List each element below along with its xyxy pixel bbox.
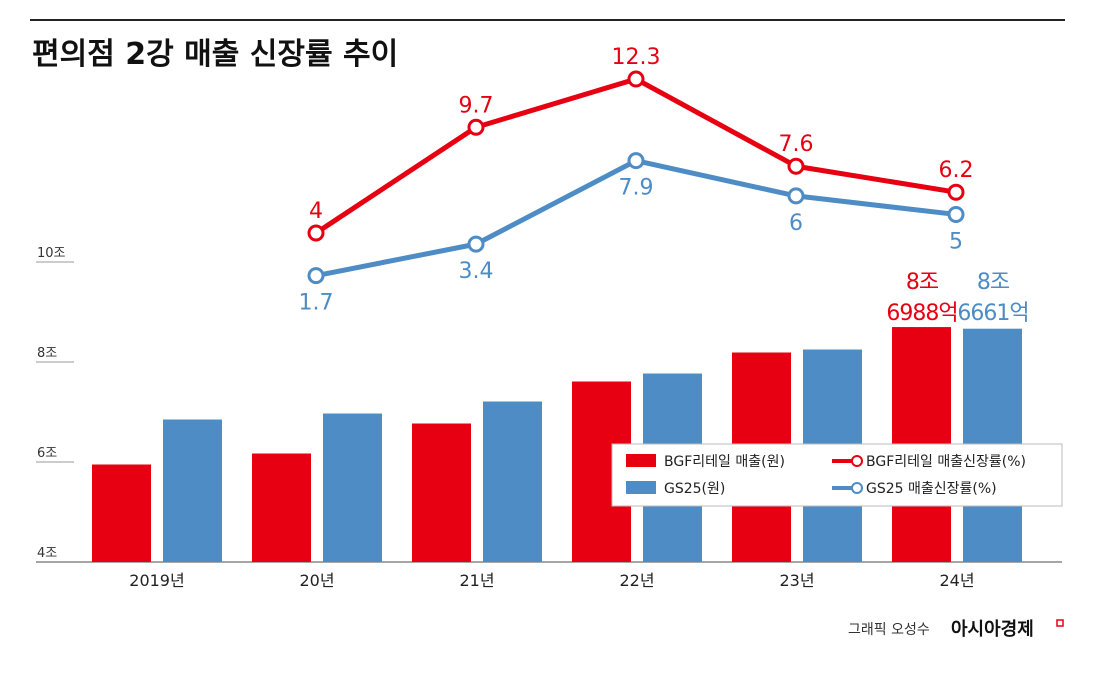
line-value-label: 4: [309, 199, 323, 224]
bar-value-label: 8조: [977, 270, 1010, 295]
chart-title: 편의점 2강 매출 신장률 추이: [32, 37, 398, 72]
bar-value-label: 8조: [906, 270, 939, 295]
line-value-label: 6: [789, 211, 803, 236]
line-value-label: 12.3: [612, 45, 661, 70]
line-point: [947, 205, 965, 223]
line-value-label: 5: [949, 229, 963, 254]
x-tick-label: 24년: [939, 571, 974, 590]
legend-marker-bgf: [851, 455, 863, 467]
x-tick-label: 2019년: [129, 571, 184, 590]
line-point: [307, 224, 325, 242]
bar-bgf: [252, 453, 311, 562]
credit: 그래픽 오성수: [848, 622, 930, 638]
x-tick-label: 20년: [299, 571, 334, 590]
y-tick-label: 8조: [37, 346, 57, 361]
legend-label-gs25-bar: GS25(원): [664, 481, 725, 497]
bar-gs25: [163, 419, 222, 562]
line-point: [627, 70, 645, 88]
bar-bgf: [92, 464, 151, 562]
legend: BGF리테일 매출(원) GS25(원) BGF리테일 매출신장률(%) GS2…: [611, 443, 1063, 507]
y-tick-label: 6조: [37, 446, 57, 461]
x-tick-label: 21년: [459, 571, 494, 590]
legend-label-bgf-bar: BGF리테일 매출(원): [664, 454, 785, 470]
line-value-label: 7.9: [619, 176, 654, 201]
line-value-label: 1.7: [299, 291, 334, 316]
legend-swatch-bgf-bar: [626, 454, 656, 467]
line-value-label: 7.6: [779, 132, 814, 157]
legend-marker-gs25: [851, 482, 863, 494]
bar-gs25: [323, 413, 382, 562]
legend-label-gs25-line: GS25 매출신장률(%): [866, 481, 997, 497]
line-point: [467, 118, 485, 136]
bar-value-label: 6988억: [886, 301, 957, 326]
legend-box: [611, 443, 1063, 507]
legend-swatch-gs25-bar: [626, 481, 656, 494]
bar-bgf: [412, 423, 471, 562]
line-point: [467, 235, 485, 253]
x-tick-label: 23년: [779, 571, 814, 590]
y-tick-label: 4조: [37, 546, 57, 561]
line-value-label: 9.7: [459, 93, 494, 118]
bar-value-label: 6661억: [957, 301, 1028, 326]
brand-mark-icon: [1056, 619, 1064, 627]
line-point: [627, 152, 645, 170]
line-point: [787, 157, 805, 175]
line-point: [947, 183, 965, 201]
line-value-label: 6.2: [939, 158, 974, 183]
legend-label-bgf-line: BGF리테일 매출신장률(%): [866, 454, 1026, 470]
y-tick-label: 10조: [37, 246, 66, 261]
x-tick-label: 22년: [619, 571, 654, 590]
line-point: [307, 267, 325, 285]
brand-logo: 아시아경제: [951, 619, 1034, 640]
line-value-label: 3.4: [459, 259, 494, 284]
line-point: [787, 187, 805, 205]
bar-gs25: [483, 401, 542, 562]
